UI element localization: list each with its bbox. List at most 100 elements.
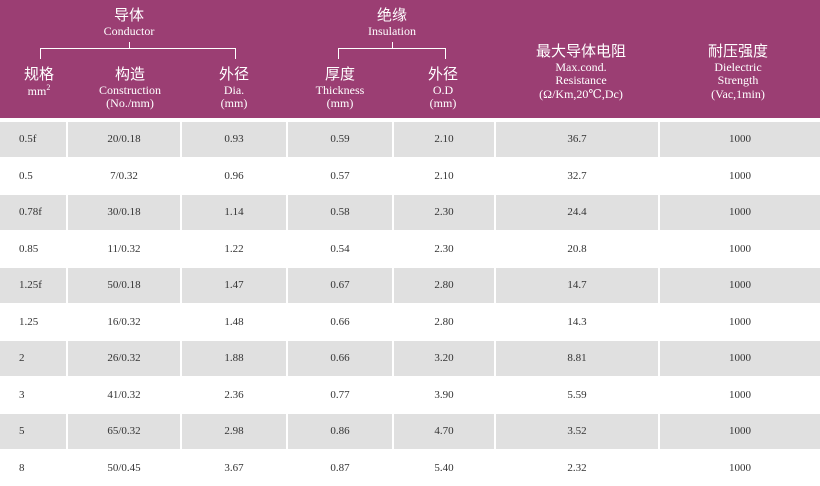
construction-cn: 构造 — [75, 67, 185, 84]
cell-thickness: 0.57 — [288, 159, 392, 194]
cell-dielectric: 1000 — [660, 305, 820, 340]
cell-size: 1.25 — [0, 305, 66, 340]
cell-construction: 50/0.45 — [68, 451, 180, 486]
cell-resistance: 14.3 — [496, 305, 658, 340]
resistance-unit: (Ω/Km,20℃,Dc) — [507, 88, 655, 101]
cell-construction: 65/0.32 — [68, 414, 180, 449]
cell-resistance: 5.59 — [496, 378, 658, 413]
cell-conductor-dia: 1.22 — [182, 232, 286, 267]
size-cn: 规格 — [14, 67, 64, 84]
resistance-en2: Resistance — [507, 74, 655, 87]
cell-conductor-dia: 1.47 — [182, 268, 286, 303]
cell-dielectric: 1000 — [660, 414, 820, 449]
cell-dielectric: 1000 — [660, 341, 820, 376]
col-header-dielectric: 耐压强度 Dielectric Strength (Vac,1min) — [670, 44, 806, 101]
col-header-thickness: 厚度 Thickness (mm) — [295, 67, 385, 111]
cell-conductor-dia: 0.96 — [182, 159, 286, 194]
cell-resistance: 36.7 — [496, 122, 658, 157]
cell-resistance: 24.4 — [496, 195, 658, 230]
cell-construction: 41/0.32 — [68, 378, 180, 413]
insulation-group-header: 绝缘 Insulation — [337, 8, 447, 38]
cell-conductor-dia: 1.14 — [182, 195, 286, 230]
thickness-en: Thickness — [295, 84, 385, 97]
cell-thickness: 0.59 — [288, 122, 392, 157]
cell-size: 5 — [0, 414, 66, 449]
dielectric-en2: Strength — [670, 74, 806, 87]
insulation-group-en: Insulation — [337, 25, 447, 38]
conductor-dia-en: Dia. — [194, 84, 274, 97]
table-header: 导体 Conductor 绝缘 Insulation 规格 mm2 构造 Con… — [0, 0, 820, 118]
cell-construction: 7/0.32 — [68, 159, 180, 194]
thickness-cn: 厚度 — [295, 67, 385, 84]
cell-resistance: 32.7 — [496, 159, 658, 194]
cell-resistance: 3.52 — [496, 414, 658, 449]
cell-construction: 11/0.32 — [68, 232, 180, 267]
size-unit-sup: 2 — [46, 83, 50, 92]
cell-insulation-od: 3.20 — [394, 341, 494, 376]
cell-construction: 20/0.18 — [68, 122, 180, 157]
cell-resistance: 8.81 — [496, 341, 658, 376]
cell-dielectric: 1000 — [660, 195, 820, 230]
cell-conductor-dia: 0.93 — [182, 122, 286, 157]
insulation-brace — [338, 48, 446, 59]
cell-thickness: 0.54 — [288, 232, 392, 267]
conductor-group-en: Conductor — [74, 25, 184, 38]
cell-conductor-dia: 1.48 — [182, 305, 286, 340]
insulation-od-en: O.D — [403, 84, 483, 97]
cell-insulation-od: 2.30 — [394, 195, 494, 230]
cell-conductor-dia: 1.88 — [182, 341, 286, 376]
cell-thickness: 0.58 — [288, 195, 392, 230]
construction-en: Construction — [75, 84, 185, 97]
cell-size: 0.85 — [0, 232, 66, 267]
construction-unit: (No./mm) — [75, 97, 185, 110]
cell-insulation-od: 2.10 — [394, 159, 494, 194]
conductor-dia-cn: 外径 — [194, 67, 274, 84]
cell-dielectric: 1000 — [660, 378, 820, 413]
cell-size: 0.5f — [0, 122, 66, 157]
col-header-construction: 构造 Construction (No./mm) — [75, 67, 185, 111]
col-header-resistance: 最大导体电阻 Max.cond. Resistance (Ω/Km,20℃,Dc… — [507, 44, 655, 101]
insulation-group-cn: 绝缘 — [337, 8, 447, 25]
conductor-dia-unit: (mm) — [194, 97, 274, 110]
resistance-cn: 最大导体电阻 — [507, 44, 655, 61]
cell-insulation-od: 2.80 — [394, 305, 494, 340]
conductor-group-header: 导体 Conductor — [74, 8, 184, 38]
cell-thickness: 0.86 — [288, 414, 392, 449]
cell-conductor-dia: 2.36 — [182, 378, 286, 413]
cell-construction: 50/0.18 — [68, 268, 180, 303]
cell-construction: 30/0.18 — [68, 195, 180, 230]
cell-conductor-dia: 2.98 — [182, 414, 286, 449]
cell-insulation-od: 2.80 — [394, 268, 494, 303]
cell-size: 8 — [0, 451, 66, 486]
cell-construction: 16/0.32 — [68, 305, 180, 340]
insulation-od-unit: (mm) — [403, 97, 483, 110]
cell-dielectric: 1000 — [660, 122, 820, 157]
size-unit: mm2 — [14, 84, 64, 98]
cell-thickness: 0.67 — [288, 268, 392, 303]
cell-thickness: 0.66 — [288, 341, 392, 376]
resistance-en1: Max.cond. — [507, 61, 655, 74]
insulation-od-cn: 外径 — [403, 67, 483, 84]
cell-size: 3 — [0, 378, 66, 413]
cell-size: 0.78f — [0, 195, 66, 230]
cell-size: 0.5 — [0, 159, 66, 194]
cell-resistance: 20.8 — [496, 232, 658, 267]
cell-resistance: 14.7 — [496, 268, 658, 303]
cell-dielectric: 1000 — [660, 159, 820, 194]
cell-dielectric: 1000 — [660, 268, 820, 303]
cell-thickness: 0.77 — [288, 378, 392, 413]
size-unit-text: mm — [28, 84, 47, 98]
cell-size: 1.25f — [0, 268, 66, 303]
col-header-size: 规格 mm2 — [14, 67, 64, 98]
